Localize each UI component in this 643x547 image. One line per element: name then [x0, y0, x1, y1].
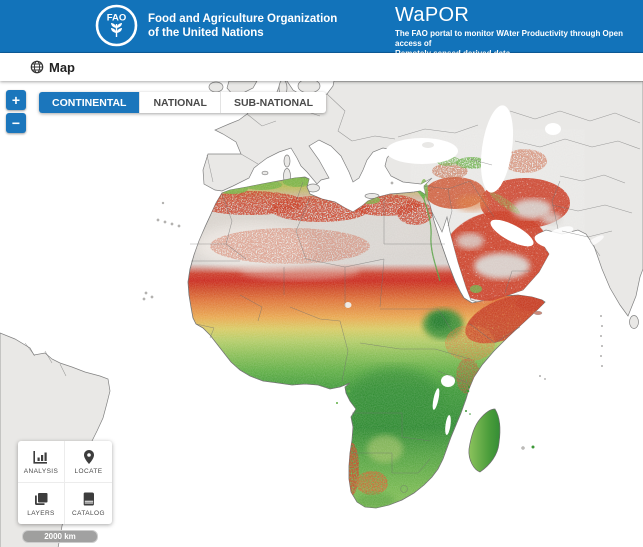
map-container: + − CONTINENTAL NATIONAL SUB-NATIONAL AN… — [0, 81, 643, 547]
tool-panel: ANALYSIS LOCATE LAYERS CATALOG — [18, 441, 112, 524]
scale-bar: 2000 km — [22, 530, 98, 543]
layers-label: LAYERS — [27, 509, 55, 517]
tab-national[interactable]: NATIONAL — [139, 92, 219, 113]
book-icon — [83, 492, 94, 505]
locate-label: LOCATE — [74, 467, 103, 475]
layers-button[interactable]: LAYERS — [18, 483, 65, 524]
header: FAO Food and Agriculture Organization of… — [0, 0, 643, 58]
nav-page-title[interactable]: Map — [49, 59, 75, 75]
lake-chad — [344, 302, 352, 308]
globe-icon — [30, 60, 44, 74]
zoom-control: + − — [6, 90, 26, 136]
island-specks — [142, 181, 603, 450]
country-borders — [24, 92, 641, 493]
app-title: WaPOR — [395, 4, 470, 26]
map-pin-icon — [83, 449, 94, 464]
catalog-button[interactable]: CATALOG — [65, 483, 112, 524]
layers-icon — [35, 492, 48, 505]
org-name-line1: Food and Agriculture Organization — [148, 12, 338, 25]
bar-chart-icon — [33, 450, 47, 464]
tab-sub-national[interactable]: SUB-NATIONAL — [219, 92, 326, 113]
org-name-line2: of the United Nations — [148, 26, 264, 39]
fao-logo: FAO — [95, 4, 138, 47]
navbar: Map — [0, 53, 643, 81]
tab-continental[interactable]: CONTINENTAL — [39, 92, 140, 113]
zoom-in-button[interactable]: + — [6, 90, 26, 110]
fao-logo-text: FAO — [107, 13, 127, 24]
locate-button[interactable]: LOCATE — [65, 441, 112, 483]
analysis-label: ANALYSIS — [23, 467, 59, 475]
crimea — [422, 142, 434, 148]
scope-tabs: CONTINENTAL NATIONAL SUB-NATIONAL — [39, 92, 327, 113]
analysis-button[interactable]: ANALYSIS — [18, 441, 65, 483]
map-canvas[interactable] — [0, 81, 643, 547]
inland-water — [386, 105, 604, 435]
zoom-out-button[interactable]: − — [6, 113, 26, 133]
org-name: Food and Agriculture Organization of the… — [148, 12, 337, 40]
catalog-label: CATALOG — [72, 509, 105, 517]
app-subtitle-line1: The FAO portal to monitor WAter Producti… — [395, 29, 623, 48]
